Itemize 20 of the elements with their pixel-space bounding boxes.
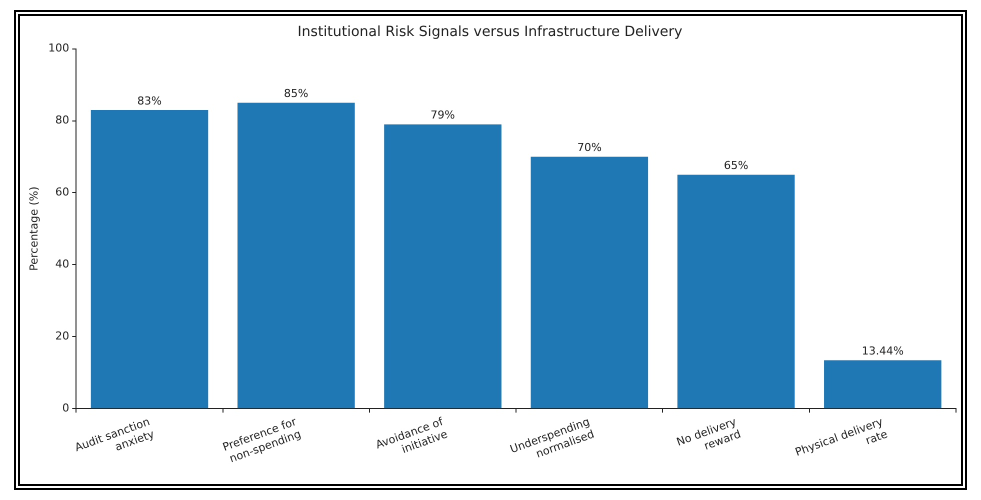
data-label: 65%	[724, 159, 748, 172]
data-label: 13.44%	[862, 344, 904, 358]
chart-title: Institutional Risk Signals versus Infrastructure Delivery	[298, 24, 682, 40]
bar	[90, 110, 208, 408]
y-tick-label: 100	[48, 42, 70, 55]
y-tick-label: 60	[55, 186, 70, 199]
bar	[677, 174, 795, 408]
y-tick-label: 80	[55, 114, 70, 127]
y-tick-label: 20	[55, 329, 70, 342]
data-label: 85%	[284, 87, 308, 100]
y-tick-label: 0	[62, 401, 70, 414]
bar	[824, 360, 942, 408]
bar	[530, 156, 648, 408]
bar	[237, 102, 355, 408]
data-label: 79%	[430, 108, 456, 122]
y-tick-label: 40	[55, 258, 70, 271]
data-label: 70%	[577, 141, 602, 154]
data-label: 83%	[137, 94, 162, 108]
bar	[384, 124, 502, 408]
y-axis-title: Percentage (%)	[27, 186, 40, 271]
